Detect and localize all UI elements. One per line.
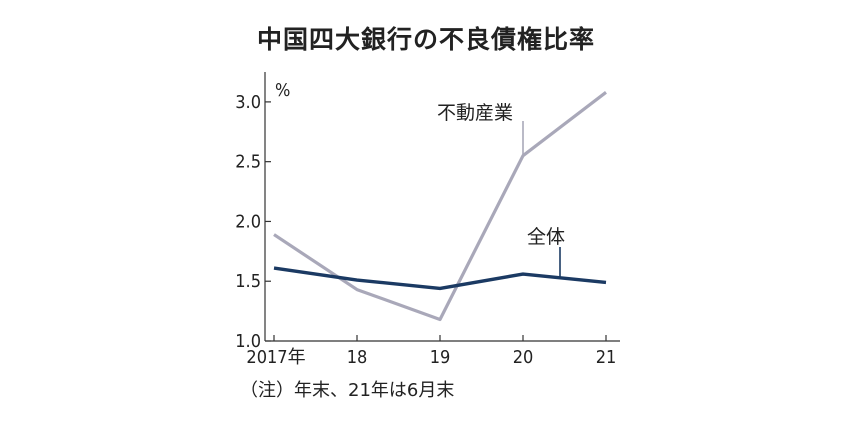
series-label-real-estate: 不動産業 xyxy=(437,102,513,124)
chart-footnote: （注）年末、21年は6月末 xyxy=(240,380,455,401)
series-label-total: 全体 xyxy=(527,226,565,248)
chart-axes: 1.0 1.5 2.0 2.5 3.0 2017年 18 19 20 21 % xyxy=(235,72,620,368)
x-tick-label: 19 xyxy=(430,347,451,368)
series-group xyxy=(273,91,607,322)
y-tick-label: 1.5 xyxy=(235,271,261,292)
y-unit-label: % xyxy=(275,80,290,101)
series-line-total xyxy=(273,266,607,291)
y-tick-label: 1.0 xyxy=(235,331,261,352)
x-tick-label: 21 xyxy=(596,347,617,368)
series-line-real-estate xyxy=(273,91,607,322)
x-tick-label: 2017年 xyxy=(246,347,305,368)
x-tick-label: 20 xyxy=(513,347,534,368)
x-ticks: 2017年 18 19 20 21 xyxy=(246,335,616,368)
y-ticks: 1.0 1.5 2.0 2.5 3.0 xyxy=(235,92,271,352)
x-tick-label: 18 xyxy=(347,347,368,368)
y-tick-label: 2.5 xyxy=(235,152,261,173)
y-tick-label: 2.0 xyxy=(235,211,261,232)
y-tick-label: 3.0 xyxy=(235,92,261,113)
chart-title: 中国四大銀行の不良債権比率 xyxy=(256,25,595,54)
